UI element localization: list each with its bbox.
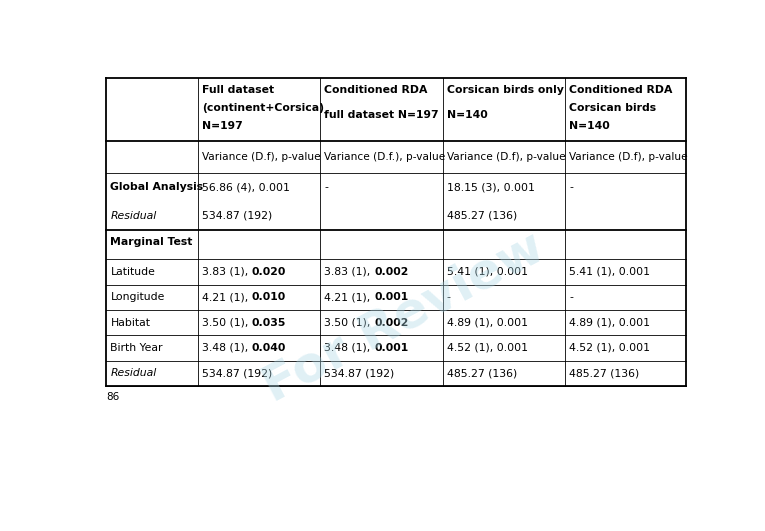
Text: 4.52 (1), 0.001: 4.52 (1), 0.001 — [447, 343, 528, 353]
Text: Global Analysis: Global Analysis — [110, 183, 203, 192]
Text: 3.83 (1),: 3.83 (1), — [324, 267, 374, 277]
Text: 3.83 (1),: 3.83 (1), — [202, 267, 252, 277]
Text: 0.001: 0.001 — [374, 292, 409, 302]
Text: 3.50 (1),: 3.50 (1), — [202, 318, 252, 328]
Text: 5.41 (1), 0.001: 5.41 (1), 0.001 — [569, 267, 650, 277]
Text: -: - — [447, 292, 451, 302]
Text: Conditioned RDA: Conditioned RDA — [569, 85, 672, 96]
Text: Variance (D.f), p-value: Variance (D.f), p-value — [569, 152, 688, 162]
Text: 485.27 (136): 485.27 (136) — [569, 368, 640, 378]
Text: N=140: N=140 — [569, 121, 610, 131]
Text: -: - — [569, 292, 573, 302]
Text: -: - — [569, 183, 573, 192]
Text: 5.41 (1), 0.001: 5.41 (1), 0.001 — [447, 267, 528, 277]
Text: 4.21 (1),: 4.21 (1), — [324, 292, 374, 302]
Text: 485.27 (136): 485.27 (136) — [447, 211, 517, 220]
Text: 0.002: 0.002 — [374, 267, 409, 277]
Text: 534.87 (192): 534.87 (192) — [324, 368, 395, 378]
Text: 485.27 (136): 485.27 (136) — [447, 368, 517, 378]
Text: 4.21 (1),: 4.21 (1), — [202, 292, 252, 302]
Text: 3.48 (1),: 3.48 (1), — [324, 343, 374, 353]
Text: Full dataset: Full dataset — [202, 85, 274, 96]
Text: 86: 86 — [106, 392, 119, 402]
Text: Corsican birds: Corsican birds — [569, 103, 656, 113]
Text: Marginal Test: Marginal Test — [110, 237, 193, 247]
Text: 4.89 (1), 0.001: 4.89 (1), 0.001 — [569, 318, 650, 328]
Text: -: - — [324, 183, 328, 192]
Text: N=140: N=140 — [447, 110, 487, 120]
Text: Conditioned RDA: Conditioned RDA — [324, 85, 428, 96]
Text: Habitat: Habitat — [110, 318, 151, 328]
Text: 56.86 (4), 0.001: 56.86 (4), 0.001 — [202, 183, 290, 192]
Text: Longitude: Longitude — [110, 292, 164, 302]
Text: 0.010: 0.010 — [252, 292, 286, 302]
Text: 4.89 (1), 0.001: 4.89 (1), 0.001 — [447, 318, 528, 328]
Text: 0.035: 0.035 — [252, 318, 286, 328]
Text: Birth Year: Birth Year — [110, 343, 163, 353]
Text: Latitude: Latitude — [110, 267, 155, 277]
Text: For Review: For Review — [256, 223, 552, 412]
Text: Residual: Residual — [110, 368, 157, 378]
Text: Variance (D.f), p-value: Variance (D.f), p-value — [202, 152, 321, 162]
Text: Residual: Residual — [110, 211, 157, 220]
Text: full dataset N=197: full dataset N=197 — [324, 110, 439, 120]
Text: 0.040: 0.040 — [252, 343, 286, 353]
Text: Corsican birds only: Corsican birds only — [447, 85, 564, 96]
Text: 4.52 (1), 0.001: 4.52 (1), 0.001 — [569, 343, 650, 353]
Text: 534.87 (192): 534.87 (192) — [202, 368, 272, 378]
Text: 3.48 (1),: 3.48 (1), — [202, 343, 252, 353]
Text: Variance (D.f.), p-value: Variance (D.f.), p-value — [324, 152, 446, 162]
Text: N=197: N=197 — [202, 121, 243, 131]
Text: 3.50 (1),: 3.50 (1), — [324, 318, 374, 328]
Text: 534.87 (192): 534.87 (192) — [202, 211, 272, 220]
Text: Variance (D.f), p-value: Variance (D.f), p-value — [447, 152, 565, 162]
Text: 0.002: 0.002 — [374, 318, 409, 328]
Text: (continent+Corsica): (continent+Corsica) — [202, 103, 324, 113]
Text: 0.020: 0.020 — [252, 267, 286, 277]
Text: 0.001: 0.001 — [374, 343, 409, 353]
Text: 18.15 (3), 0.001: 18.15 (3), 0.001 — [447, 183, 535, 192]
